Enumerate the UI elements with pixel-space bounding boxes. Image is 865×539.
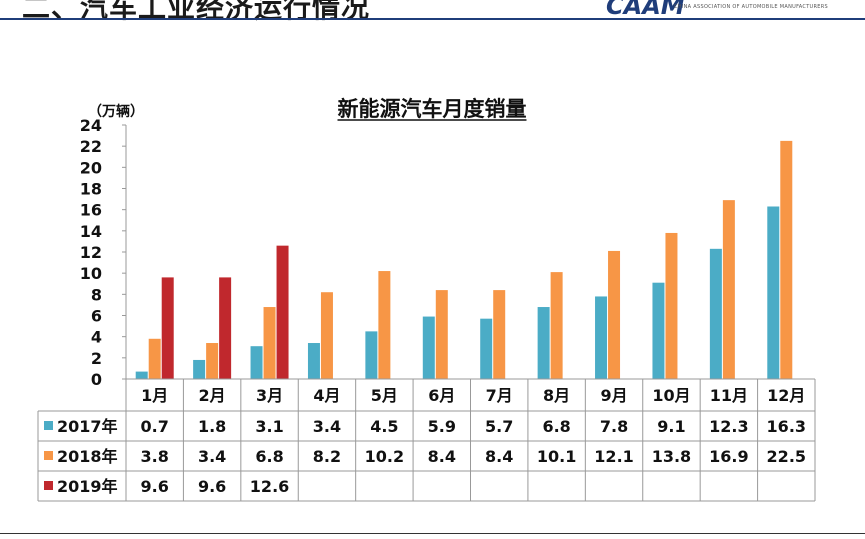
bar-2017年-12月	[767, 206, 780, 379]
data-label: 9.6	[198, 477, 226, 496]
x-category-label: 3月	[256, 386, 283, 405]
bar-2018年-1月	[148, 338, 161, 379]
legend-key-2017年	[44, 421, 53, 430]
x-category-label: 1月	[141, 386, 168, 405]
y-tick-label: 4	[91, 328, 102, 347]
x-category-label: 11月	[710, 386, 748, 405]
data-label: 8.4	[428, 447, 456, 466]
y-tick-label: 24	[80, 116, 102, 135]
y-tick-label: 12	[80, 243, 102, 262]
data-label: 13.8	[652, 447, 691, 466]
x-category-label: 8月	[543, 386, 570, 405]
x-category-label: 9月	[600, 386, 627, 405]
y-axis-unit-label: （万辆）	[88, 103, 144, 120]
data-label: 3.1	[255, 417, 283, 436]
x-category-label: 4月	[313, 386, 340, 405]
bar-2017年-11月	[709, 248, 722, 379]
bar-2018年-9月	[608, 250, 621, 379]
bar-2017年-5月	[365, 331, 378, 379]
logo-subtitle: CHINA ASSOCIATION OF AUTOMOBILE MANUFACT…	[674, 4, 828, 10]
bar-2018年-3月	[263, 307, 276, 379]
data-label: 12.3	[709, 417, 748, 436]
data-label: 10.2	[365, 447, 404, 466]
data-label: 9.6	[141, 477, 169, 496]
y-tick-label: 8	[91, 285, 102, 304]
y-tick-label: 22	[80, 137, 102, 156]
data-label: 5.7	[485, 417, 513, 436]
x-category-label: 7月	[486, 386, 513, 405]
data-label: 1.8	[198, 417, 226, 436]
x-category-label: 12月	[767, 386, 805, 405]
chart-title: 新能源汽车月度销量	[338, 97, 527, 121]
bar-2017年-3月	[250, 346, 263, 379]
bar-2017年-8月	[537, 307, 550, 379]
y-tick-label: 2	[91, 349, 102, 368]
data-label: 4.5	[370, 417, 398, 436]
data-label: 12.6	[250, 477, 289, 496]
bar-2017年-10月	[652, 282, 665, 379]
bar-2017年-1月	[135, 371, 148, 379]
bar-2018年-2月	[206, 343, 219, 379]
data-label: 22.5	[767, 447, 806, 466]
bar-2019年-2月	[219, 277, 232, 379]
y-tick-label: 6	[91, 307, 102, 326]
y-tick-label: 20	[80, 158, 102, 177]
data-label: 5.9	[428, 417, 456, 436]
bar-2017年-9月	[595, 296, 608, 379]
logo-mark: CAAM	[606, 0, 685, 20]
y-tick-label: 0	[91, 370, 102, 389]
data-label: 0.7	[141, 417, 169, 436]
x-category-label: 5月	[371, 386, 398, 405]
bar-2017年-4月	[307, 343, 320, 379]
bar-2019年-1月	[161, 277, 174, 379]
bar-2017年-6月	[422, 316, 435, 379]
association-logo: CAAM CHINA ASSOCIATION OF AUTOMOBILE MAN…	[606, 0, 856, 20]
y-tick-label: 16	[80, 201, 102, 220]
legend-series-name: 2017年	[57, 417, 118, 436]
data-label: 8.2	[313, 447, 341, 466]
bar-2017年-2月	[193, 359, 206, 379]
data-label: 6.8	[542, 417, 570, 436]
bar-2018年-4月	[320, 292, 333, 379]
data-label: 3.4	[198, 447, 226, 466]
bar-2018年-12月	[780, 140, 793, 379]
bar-2018年-6月	[435, 290, 448, 379]
slide-heading: 二、汽车工业经济运行情况	[22, 0, 371, 24]
bar-2018年-10月	[665, 232, 678, 379]
data-label: 7.8	[600, 417, 628, 436]
bar-2018年-11月	[722, 200, 735, 379]
y-tick-label: 10	[80, 264, 102, 283]
bar-2018年-8月	[550, 272, 563, 379]
bar-2017年-7月	[480, 318, 493, 379]
data-label: 12.1	[594, 447, 633, 466]
data-label: 6.8	[255, 447, 283, 466]
data-label: 3.4	[313, 417, 341, 436]
data-label: 8.4	[485, 447, 513, 466]
legend-series-name: 2018年	[57, 447, 118, 466]
footer-rule	[0, 533, 865, 534]
data-label: 10.1	[537, 447, 576, 466]
data-label: 16.3	[767, 417, 806, 436]
data-label: 9.1	[657, 417, 685, 436]
bar-2018年-7月	[493, 290, 506, 379]
bar-2019年-3月	[276, 245, 289, 379]
data-label: 16.9	[709, 447, 748, 466]
y-tick-label: 14	[80, 222, 102, 241]
x-category-label: 6月	[428, 386, 455, 405]
x-category-label: 10月	[652, 386, 690, 405]
legend-key-2019年	[44, 481, 53, 490]
legend-series-name: 2019年	[57, 477, 118, 496]
bar-2018年-5月	[378, 271, 391, 379]
y-tick-label: 18	[80, 180, 102, 199]
legend-key-2018年	[44, 451, 53, 460]
data-label: 3.8	[141, 447, 169, 466]
heading-rule	[0, 18, 865, 20]
x-category-label: 2月	[199, 386, 226, 405]
